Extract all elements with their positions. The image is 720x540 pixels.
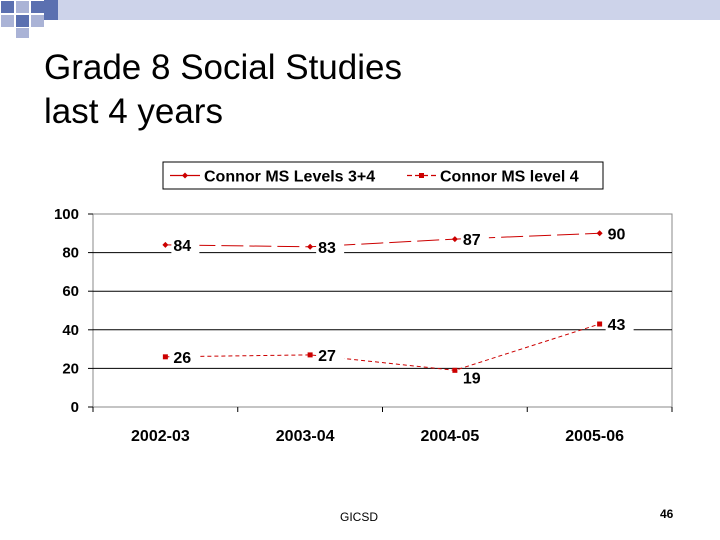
legend-label: Connor MS Levels 3+4 — [204, 169, 375, 186]
x-tick-label: 2005-06 — [565, 428, 624, 445]
y-tick-label: 40 — [62, 322, 79, 339]
y-tick-label: 80 — [62, 245, 79, 262]
header-bar — [44, 0, 720, 20]
series-line — [165, 323, 600, 371]
y-tick-label: 60 — [62, 283, 79, 300]
data-label-bg — [605, 225, 634, 243]
data-label: 87 — [463, 232, 481, 249]
data-label-bg — [316, 238, 345, 256]
legend-marker — [419, 173, 424, 178]
data-point — [597, 321, 603, 327]
data-label: 84 — [173, 238, 191, 255]
data-label-bg — [460, 231, 489, 249]
data-point — [452, 367, 458, 373]
page-number: 46 — [660, 507, 674, 521]
deco-square — [16, 15, 29, 27]
line-chart: 0 20 40 60 80 100 2002-03 2003-04 2004-05 2005-06… — [54, 161, 673, 445]
data-label: 19 — [463, 370, 481, 387]
data-point — [162, 354, 168, 360]
slide-title: Grade 8 Social Studies last 4 years — [44, 46, 402, 134]
x-tick-label: 2004-05 — [421, 428, 480, 445]
y-tick-label: 100 — [54, 206, 79, 223]
deco-square — [16, 1, 29, 13]
data-label: 27 — [318, 348, 336, 365]
legend-marker — [182, 172, 188, 179]
data-label-bg — [460, 369, 489, 387]
y-tick-label: 20 — [62, 360, 79, 377]
series-line — [165, 232, 600, 248]
data-point — [162, 241, 169, 248]
data-label: 83 — [318, 240, 336, 257]
data-label: 43 — [608, 317, 626, 334]
slide-title-line: Grade 8 Social Studies — [44, 48, 402, 87]
deco-square — [1, 1, 14, 13]
header-bar-accent — [44, 0, 58, 20]
y-tick-label: 0 — [71, 399, 79, 416]
deco-square — [31, 15, 44, 27]
deco-square — [31, 1, 44, 13]
data-point — [596, 230, 603, 237]
data-label-bg — [171, 348, 200, 366]
legend-label: Connor MS level 4 — [440, 169, 579, 186]
data-label: 90 — [608, 226, 626, 243]
data-point — [451, 236, 458, 243]
corner-decoration — [1, 1, 44, 38]
deco-square — [1, 15, 14, 27]
data-label: 26 — [173, 350, 191, 367]
header-bar-fill — [58, 0, 720, 20]
x-tick-label: 2003-04 — [276, 428, 335, 445]
data-label-bg — [605, 316, 634, 334]
deco-square — [16, 28, 29, 38]
slide-title-line: last 4 years — [44, 92, 223, 131]
footer-text: GICSD — [340, 510, 379, 524]
data-point — [307, 243, 314, 250]
data-label-bg — [171, 236, 200, 254]
legend-box — [162, 161, 604, 190]
x-tick-label: 2002-03 — [131, 428, 190, 445]
data-point — [307, 352, 313, 358]
data-label-bg — [316, 346, 345, 364]
